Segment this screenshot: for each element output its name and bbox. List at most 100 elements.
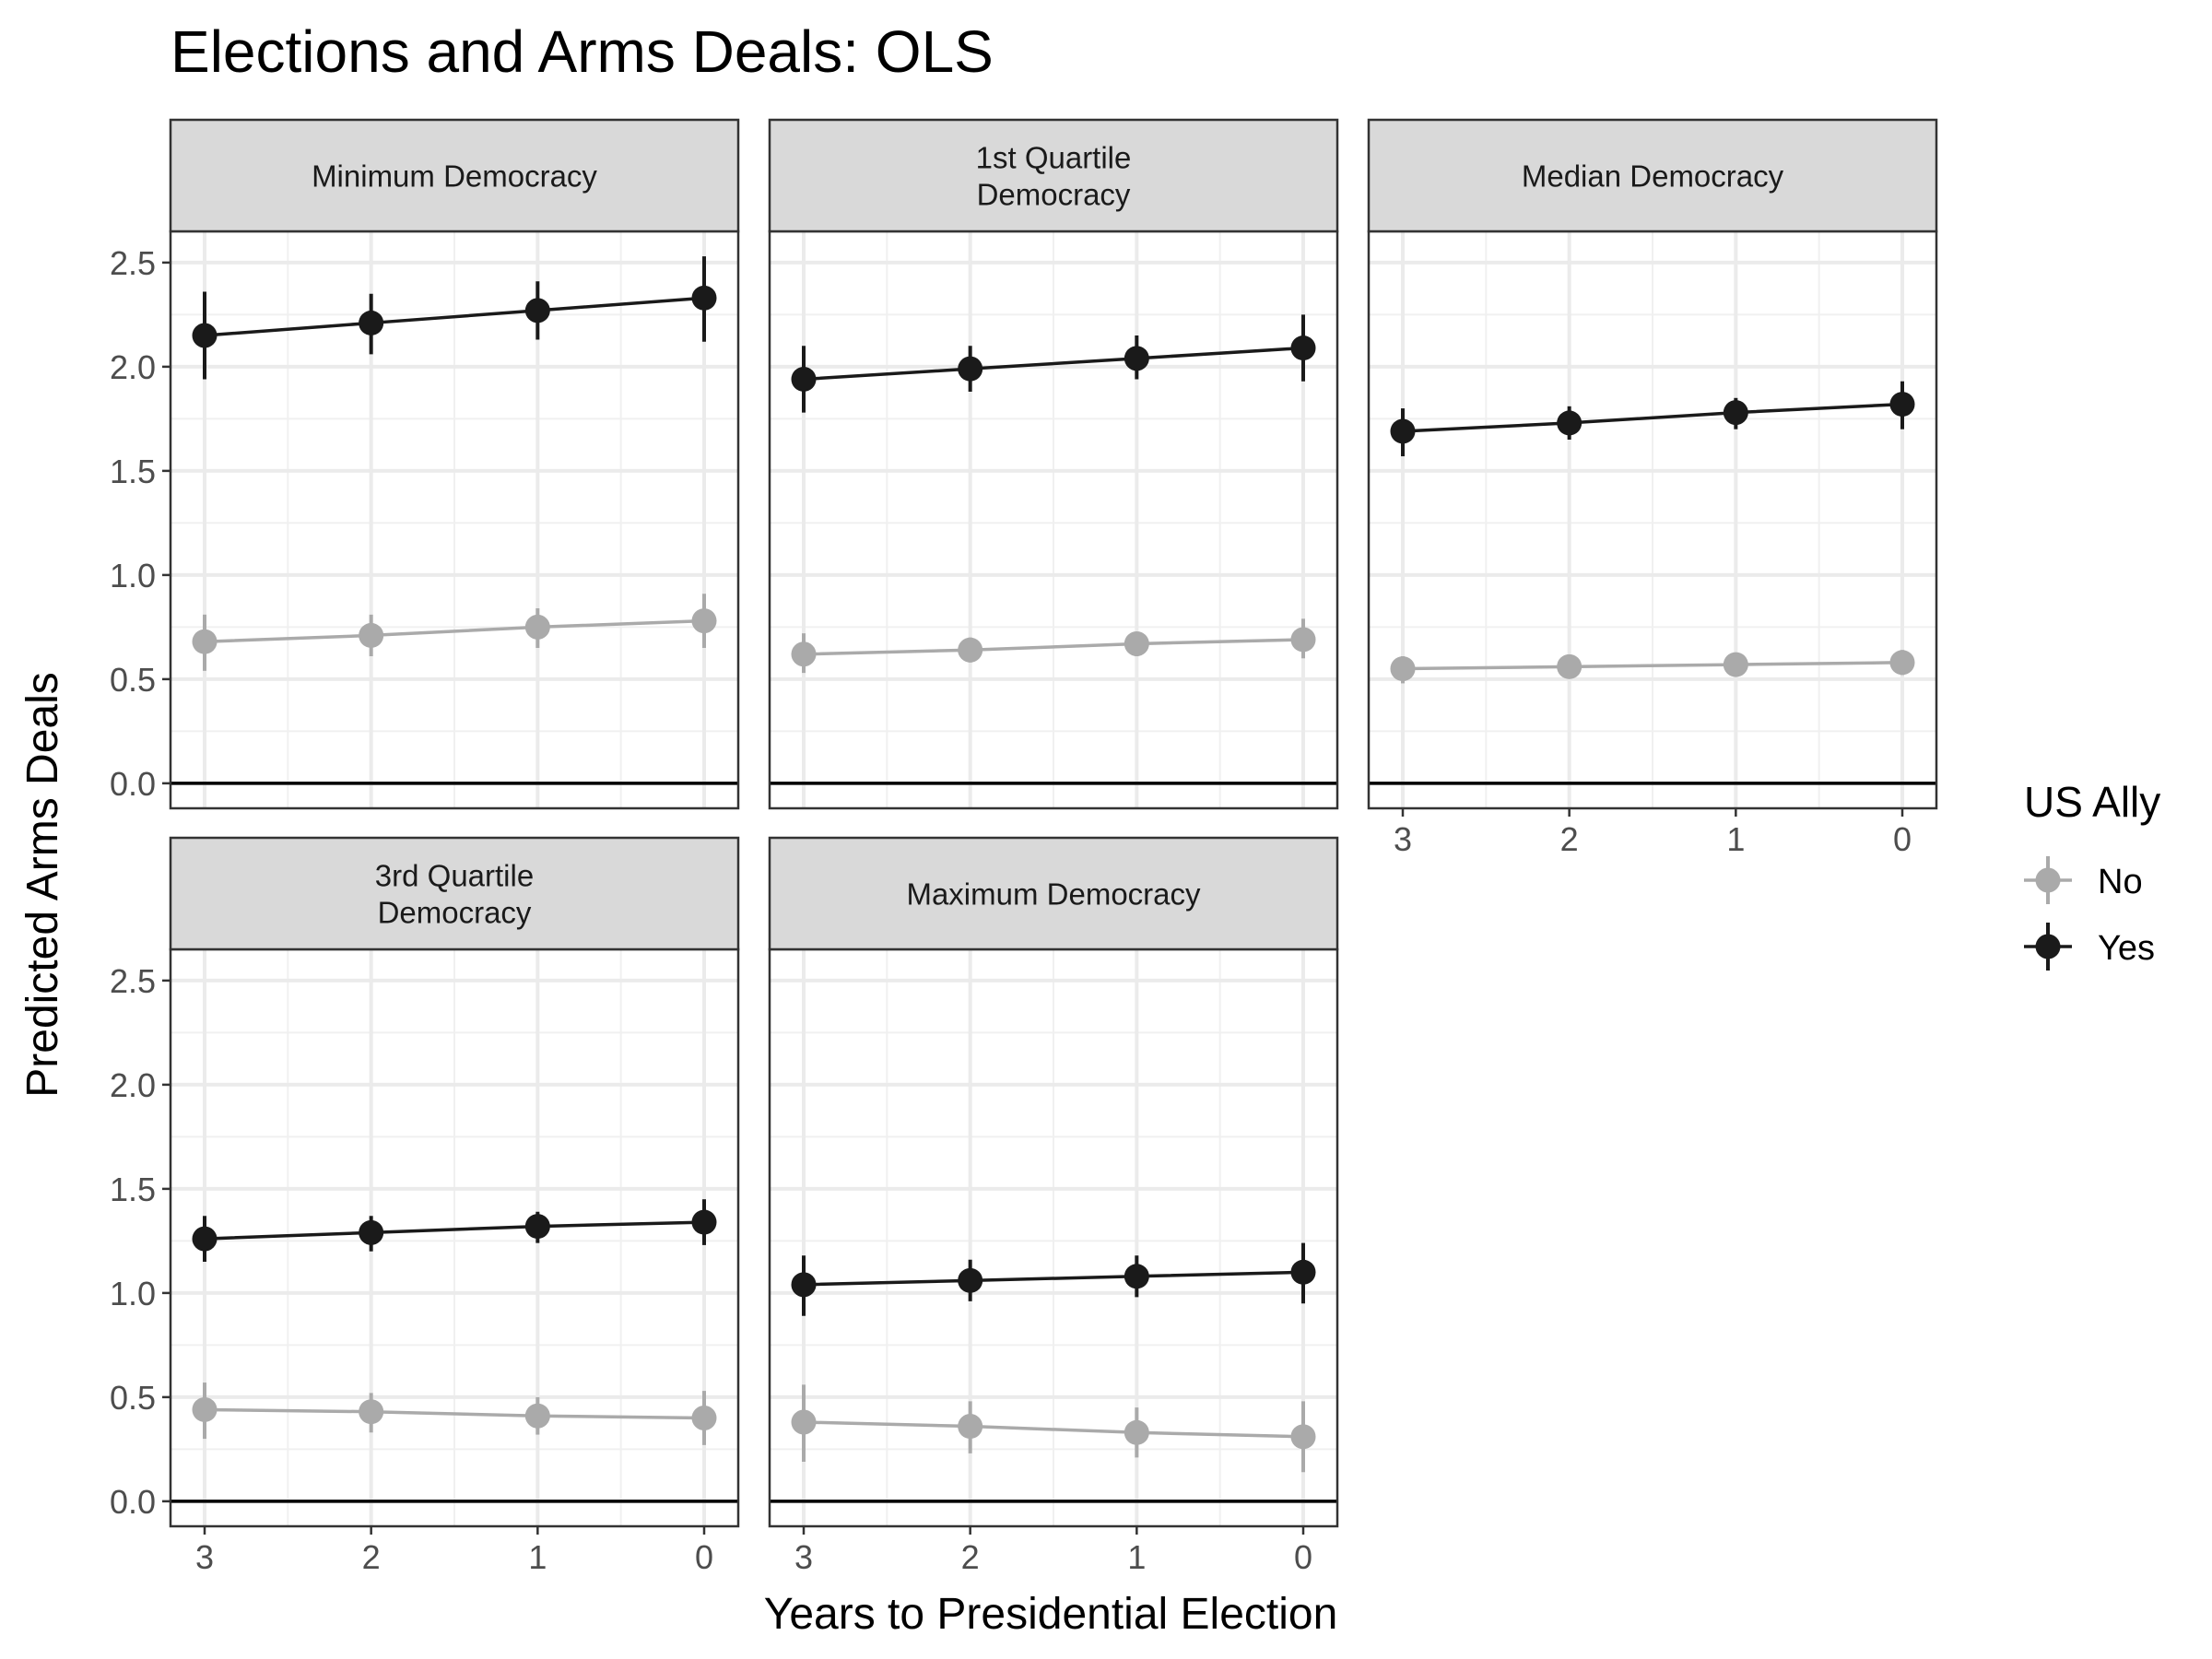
series-line [803,1420,1304,1439]
series-no [192,594,717,671]
y-tick-label: 1.5 [110,1171,156,1208]
y-tick-label: 1.0 [110,1275,156,1312]
legend-label: No [2098,863,2143,901]
data-point [359,1399,384,1425]
data-point [1124,630,1149,656]
data-point [791,1409,817,1435]
series-yes [791,314,1316,413]
y-tick-label: 0.5 [110,1379,156,1417]
x-tick-label: 0 [695,1538,713,1576]
data-point [359,622,384,648]
data-point [524,298,550,324]
data-point [192,629,218,654]
facet-strip-label: 1st Quartile [976,141,1132,175]
data-point [359,310,384,335]
data-point [359,1219,384,1245]
y-tick-label: 0.0 [110,1483,156,1521]
y-tick-label: 1.0 [110,557,156,594]
data-point [791,1272,817,1298]
data-point [1390,656,1416,682]
x-tick-label: 1 [1127,1538,1146,1576]
series-yes [791,1242,1316,1316]
y-tick-label: 2.0 [110,1066,156,1104]
data-point [1889,650,1915,676]
legend-key-point [2035,934,2061,959]
series-line [803,1270,1304,1287]
data-point [691,1209,717,1235]
y-tick-label: 2.0 [110,348,156,386]
data-point [192,1226,218,1252]
data-point [1290,1424,1316,1450]
data-point [1124,346,1149,371]
facet-strip [768,836,1339,951]
data-point [524,1214,550,1240]
x-tick-label: 2 [961,1538,980,1576]
data-point [691,608,717,634]
x-tick-label: 0 [1893,820,1912,858]
y-axis-title: Predicted Arms Deals [18,672,67,1098]
facet-strip-label: Democracy [977,178,1131,212]
series-line [204,296,705,337]
x-tick-label: 3 [1394,820,1412,858]
facet-strip-label: Maximum Democracy [906,877,1201,912]
series-yes [1390,381,1915,457]
facet-strip [1367,118,1938,233]
data-point [691,285,717,311]
data-point [1723,652,1748,677]
data-point [192,323,218,348]
data-point [958,356,983,382]
x-tick-label: 2 [1560,820,1579,858]
data-point [524,614,550,640]
series-no [791,1384,1316,1473]
x-tick-label: 3 [794,1538,813,1576]
facet-strip-label: 3rd Quartile [375,859,534,893]
series-line [204,1407,705,1420]
data-point [1290,1259,1316,1285]
legend-key-no [2024,856,2072,904]
data-point [958,1414,983,1440]
x-axis-title: Years to Presidential Election [764,1590,1338,1639]
series-no [791,618,1316,674]
y-tick-label: 1.5 [110,453,156,490]
series-line [803,638,1304,656]
y-tick-label: 0.5 [110,661,156,699]
facet-strip-label: Democracy [378,896,532,930]
y-tick-label: 2.5 [110,244,156,282]
x-tick-label: 1 [528,1538,547,1576]
facet-strip [768,118,1339,233]
x-tick-label: 1 [1726,820,1745,858]
data-point [1723,400,1748,426]
data-point [1124,1264,1149,1289]
facet-panel: Minimum Democracy 0.0 0.5 1.0 1.5 2.0 2.5 [110,118,740,810]
chart-title: Elections and Arms Deals: OLS [171,18,994,85]
legend-key-point [2035,867,2061,893]
y-tick-label: 2.5 [110,962,156,1000]
series-line [204,1220,705,1241]
series-yes [192,256,717,380]
data-point [1557,410,1583,436]
data-point [1557,653,1583,679]
x-tick-label: 3 [195,1538,214,1576]
facet-strip-label: Minimum Democracy [312,159,597,194]
data-point [791,366,817,392]
data-point [1290,627,1316,653]
series-line [803,346,1304,382]
data-point [958,1267,983,1293]
data-point [958,637,983,663]
series-no [1390,650,1915,684]
x-tick-label: 2 [362,1538,381,1576]
facet-panels: Minimum Democracy 0.0 0.5 1.0 1.5 2.0 2.5 1st Q… [110,118,1938,1576]
data-point [1124,1419,1149,1445]
data-point [1889,392,1915,418]
legend-key-yes [2024,923,2072,971]
legend-label: Yes [2098,929,2155,968]
legend: US Ally No Yes [2024,778,2160,971]
data-point [1390,418,1416,444]
series-line [1402,661,1903,671]
series-no [192,1382,717,1445]
facet-strip-label: Median Democracy [1522,159,1784,194]
data-point [791,641,817,667]
